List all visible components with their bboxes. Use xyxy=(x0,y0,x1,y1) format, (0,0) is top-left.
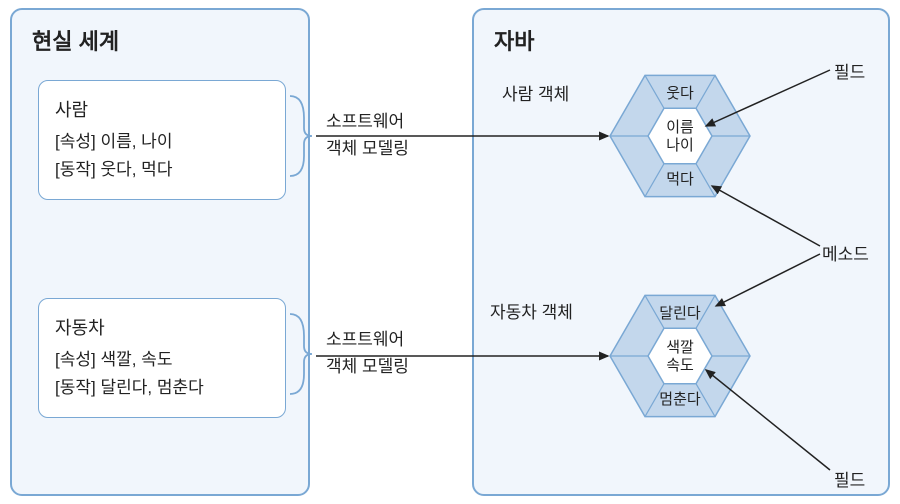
mid-label-1-line1: 소프트웨어 xyxy=(326,108,409,135)
right-panel-title: 자바 xyxy=(494,24,534,56)
card-person-title: 사람 xyxy=(55,95,269,126)
mid-label-1-line2: 객체 모델링 xyxy=(326,135,409,162)
card-person-line1: [속성] 이름, 나이 xyxy=(55,128,269,157)
left-panel-title: 현실 세계 xyxy=(32,24,119,56)
card-car-line2: [동작] 달린다, 멈춘다 xyxy=(55,374,269,403)
side-label-method: 메소드 xyxy=(822,240,869,265)
object-label-car: 자동차 객체 xyxy=(490,298,573,323)
mid-label-2: 소프트웨어 객체 모델링 xyxy=(326,326,409,380)
mid-label-2-line2: 객체 모델링 xyxy=(326,353,409,380)
card-car-title: 자동차 xyxy=(55,313,269,344)
card-person: 사람 [속성] 이름, 나이 [동작] 웃다, 먹다 xyxy=(38,80,286,200)
card-person-line2: [동작] 웃다, 먹다 xyxy=(55,156,269,185)
side-label-field-1: 필드 xyxy=(834,58,865,83)
side-label-field-2: 필드 xyxy=(834,466,865,491)
mid-label-1: 소프트웨어 객체 모델링 xyxy=(326,108,409,162)
card-car-line1: [속성] 색깔, 속도 xyxy=(55,346,269,375)
card-car: 자동차 [속성] 색깔, 속도 [동작] 달린다, 멈춘다 xyxy=(38,298,286,418)
mid-label-2-line1: 소프트웨어 xyxy=(326,326,409,353)
object-label-person: 사람 객체 xyxy=(502,80,569,105)
